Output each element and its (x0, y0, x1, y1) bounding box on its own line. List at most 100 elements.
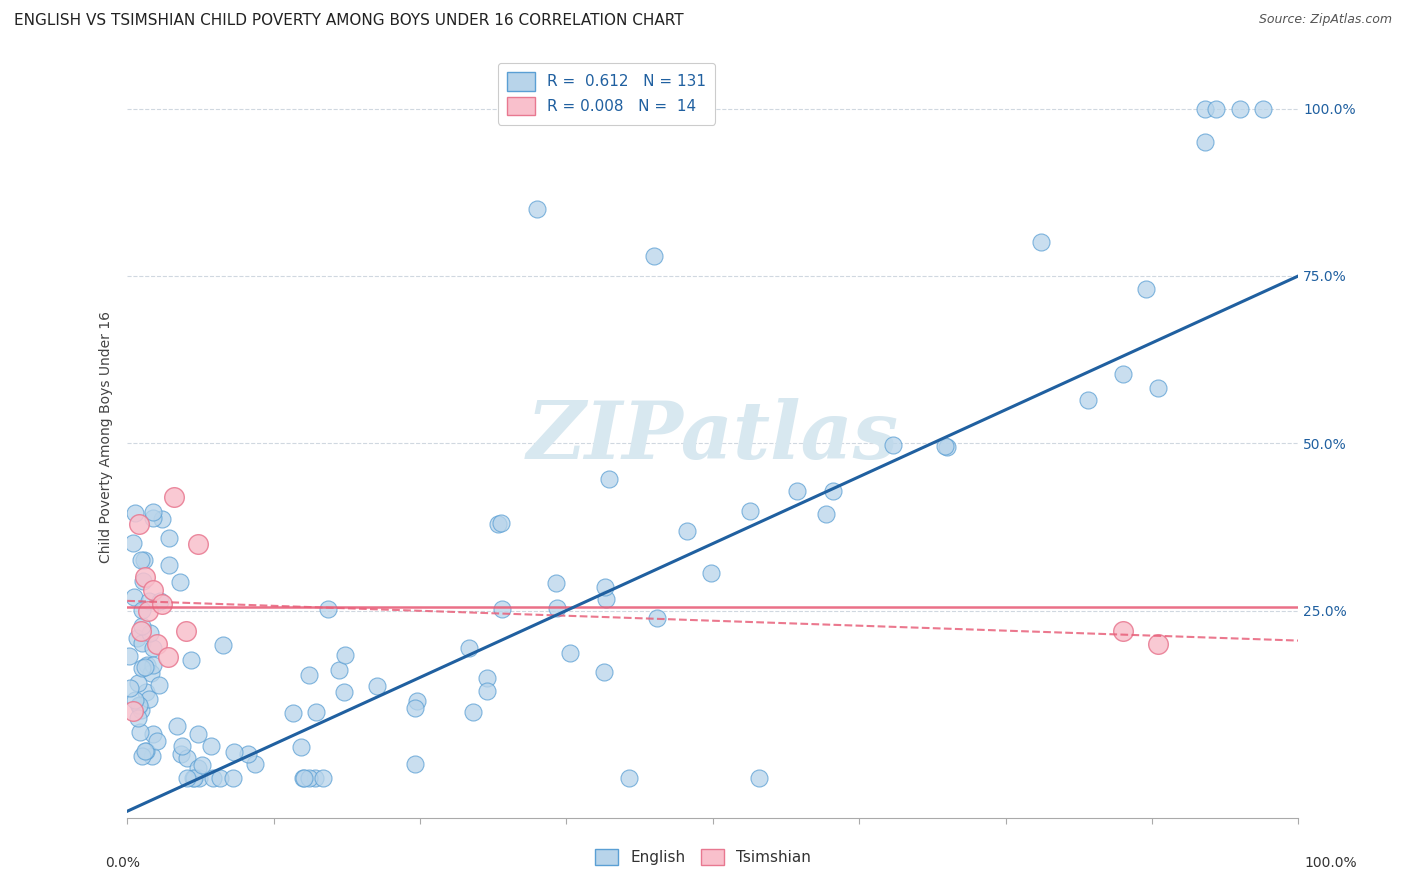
Point (124, 693, 146, 707)
Point (142, 511, 165, 525)
Point (1194, 102, 1216, 116)
Point (738, 504, 761, 518)
Point (491, 601, 513, 615)
Point (1194, 135, 1216, 149)
Point (128, 698, 150, 712)
Point (131, 661, 153, 675)
Point (823, 483, 845, 498)
Point (157, 650, 180, 665)
Point (138, 692, 160, 706)
Point (183, 771, 205, 785)
Point (475, 684, 498, 698)
Point (298, 771, 321, 785)
Point (135, 657, 157, 672)
Point (1077, 392, 1099, 407)
Point (122, 536, 145, 550)
Point (142, 640, 165, 655)
Point (1146, 637, 1168, 651)
Point (1229, 102, 1251, 116)
Point (176, 771, 198, 785)
Point (129, 553, 152, 567)
Point (593, 580, 616, 594)
Point (294, 771, 316, 785)
Point (135, 744, 157, 758)
Point (304, 771, 326, 785)
Point (172, 739, 194, 754)
Point (120, 681, 142, 695)
Point (129, 724, 152, 739)
Point (166, 719, 188, 733)
Point (187, 727, 209, 741)
Point (486, 516, 509, 531)
Point (138, 626, 160, 640)
Point (150, 512, 173, 526)
Point (180, 653, 202, 667)
Point (142, 658, 165, 673)
Point (134, 660, 156, 674)
Point (558, 646, 581, 660)
Point (127, 631, 149, 645)
Text: ZIPatlas: ZIPatlas (527, 398, 898, 475)
Point (157, 531, 180, 545)
Point (131, 618, 153, 632)
Point (200, 739, 222, 754)
Point (243, 757, 266, 772)
Point (1112, 367, 1135, 381)
Point (131, 749, 153, 764)
Point (135, 684, 157, 698)
Point (475, 671, 498, 685)
Point (128, 699, 150, 714)
Point (526, 202, 548, 216)
Point (595, 591, 617, 606)
Point (186, 536, 208, 550)
Point (134, 744, 156, 758)
Point (316, 601, 339, 615)
Point (463, 706, 485, 720)
Point (1029, 235, 1052, 250)
Legend: English, Tsimshian: English, Tsimshian (589, 843, 817, 871)
Point (645, 611, 668, 625)
Point (1205, 102, 1227, 116)
Point (292, 771, 315, 785)
Point (122, 590, 145, 604)
Point (457, 640, 479, 655)
Point (142, 505, 165, 519)
Point (150, 597, 173, 611)
Point (146, 734, 169, 748)
Text: ENGLISH VS TSIMSHIAN CHILD POVERTY AMONG BOYS UNDER 16 CORRELATION CHART: ENGLISH VS TSIMSHIAN CHILD POVERTY AMONG… (14, 13, 683, 29)
Point (546, 601, 568, 615)
Point (138, 593, 160, 607)
Point (238, 747, 260, 762)
Legend: R =  0.612   N = 131, R = 0.008   N =  14: R = 0.612 N = 131, R = 0.008 N = 14 (498, 62, 716, 125)
Point (142, 583, 165, 598)
Point (141, 749, 163, 764)
Point (202, 771, 225, 785)
Point (406, 694, 429, 708)
Point (882, 438, 904, 452)
Point (1112, 624, 1135, 638)
Point (404, 756, 426, 771)
Point (149, 594, 172, 608)
Point (170, 747, 193, 761)
Point (127, 710, 149, 724)
Text: Source: ZipAtlas.com: Source: ZipAtlas.com (1258, 13, 1392, 27)
Point (305, 705, 328, 719)
Point (129, 703, 152, 717)
Point (221, 771, 243, 785)
Point (187, 761, 209, 775)
Point (141, 666, 163, 681)
Point (134, 553, 156, 567)
Point (181, 771, 204, 785)
Point (136, 603, 159, 617)
Text: 100.0%: 100.0% (1305, 856, 1357, 870)
Point (546, 575, 568, 590)
Point (212, 638, 235, 652)
Point (311, 771, 333, 785)
Point (675, 524, 697, 538)
Point (187, 771, 209, 785)
Point (643, 249, 665, 263)
Point (118, 649, 141, 664)
Point (174, 624, 197, 638)
Point (122, 704, 145, 718)
Point (224, 744, 246, 758)
